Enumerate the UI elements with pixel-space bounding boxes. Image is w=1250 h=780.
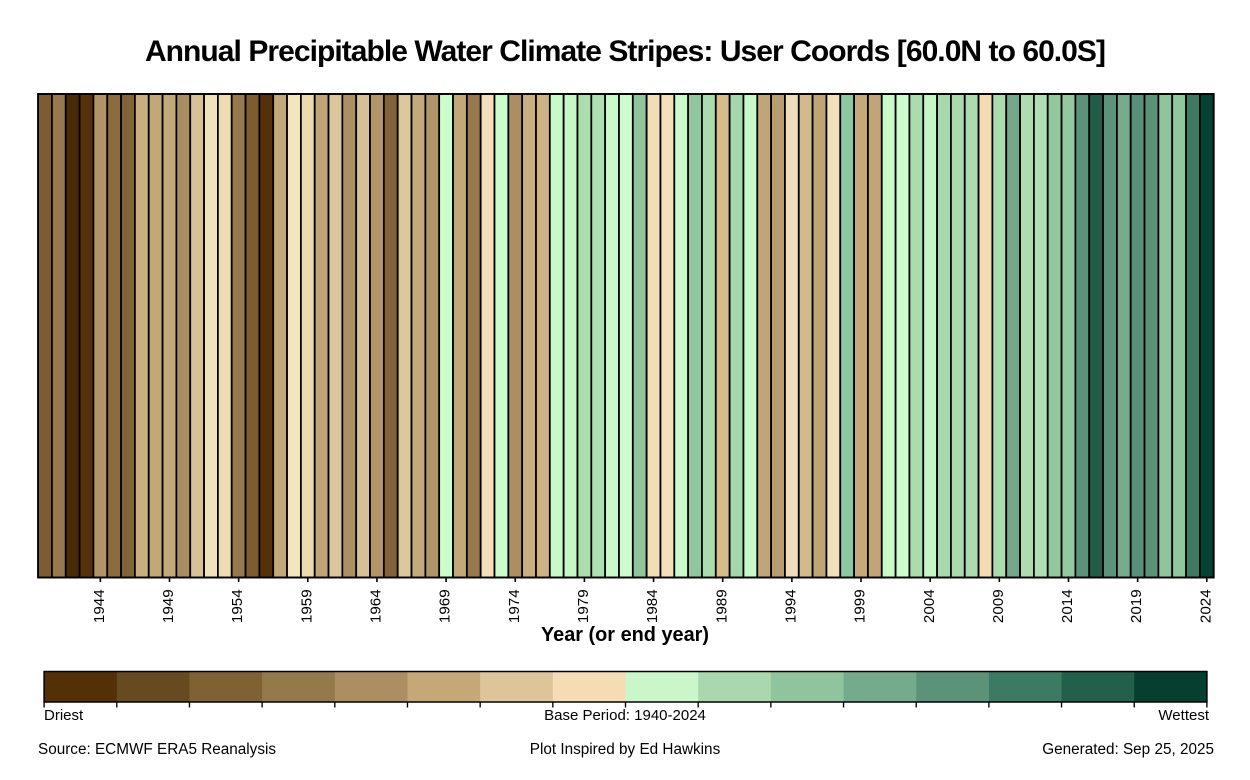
svg-text:1994: 1994 (782, 589, 799, 623)
svg-text:1969: 1969 (437, 589, 454, 623)
svg-text:2019: 2019 (1128, 589, 1145, 623)
svg-text:1949: 1949 (160, 589, 177, 623)
svg-text:1989: 1989 (713, 589, 730, 623)
svg-text:1979: 1979 (575, 589, 592, 623)
svg-text:2004: 2004 (921, 589, 938, 623)
svg-text:1944: 1944 (91, 589, 108, 623)
svg-text:1964: 1964 (368, 589, 385, 623)
svg-text:1999: 1999 (852, 589, 869, 623)
svg-text:1954: 1954 (229, 589, 246, 623)
svg-text:1974: 1974 (506, 589, 523, 623)
svg-text:1959: 1959 (298, 589, 315, 623)
svg-text:2024: 2024 (1197, 589, 1214, 623)
svg-text:1984: 1984 (644, 589, 661, 623)
svg-text:2009: 2009 (990, 589, 1007, 623)
svg-text:2014: 2014 (1059, 589, 1076, 623)
